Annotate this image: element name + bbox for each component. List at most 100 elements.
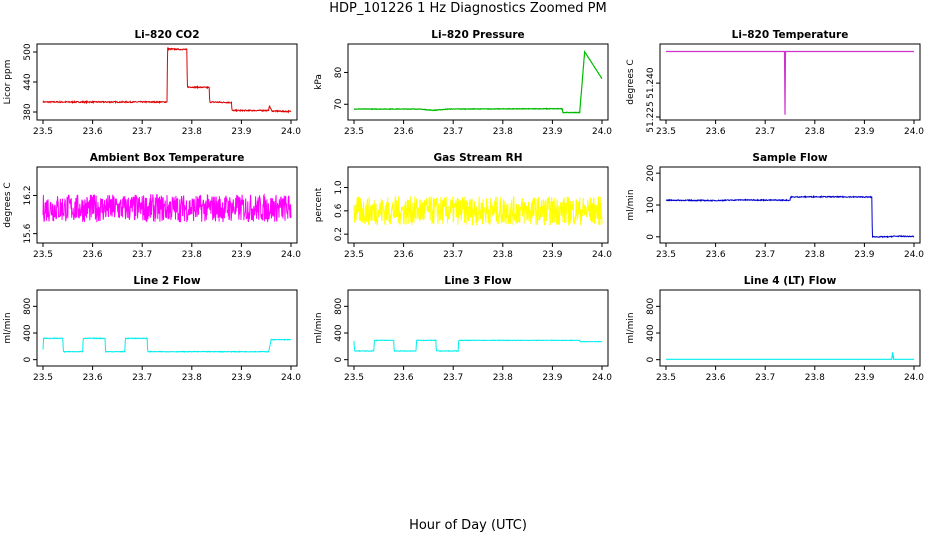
x-tick-label: 23.5 [33, 127, 53, 137]
x-tick-label: 23.8 [182, 250, 202, 260]
x-tick-label: 23.9 [854, 373, 874, 383]
x-tick-label: 23.9 [542, 127, 562, 137]
panel-title: Line 2 Flow [133, 275, 200, 287]
y-axis-label: ml/min [626, 312, 636, 343]
x-tick-label: 23.8 [805, 373, 825, 383]
chart-panel: Li–820 Pressure 23.5 23.6 23.7 23.8 23.9 24.0 7… [314, 29, 612, 137]
x-tick-label: 23.8 [493, 373, 513, 383]
x-tick-label: 23.7 [443, 373, 463, 383]
x-tick-label: 24.0 [904, 250, 924, 260]
panel-title: Li–820 CO2 [134, 29, 199, 41]
series-line [666, 50, 914, 115]
series-line [42, 46, 292, 114]
x-tick-label: 24.0 [592, 373, 612, 383]
y-tick-label: 1.0 [334, 180, 344, 195]
plot-frame [659, 289, 921, 367]
panel-title: Sample Flow [752, 152, 827, 164]
chart-panel: Line 4 (LT) Flow 23.5 23.6 23.7 23.8 23.9 24.0… [626, 275, 924, 383]
chart-panel: Li–820 Temperature 23.5 23.6 23.7 23.8 23.9 24… [626, 29, 924, 137]
plot-frame [36, 289, 298, 367]
plot-frame [659, 166, 921, 244]
x-tick-label: 23.9 [231, 250, 251, 260]
x-tick-label: 23.5 [33, 250, 53, 260]
x-tick-label: 23.5 [656, 250, 676, 260]
x-tick-label: 23.5 [33, 373, 53, 383]
x-tick-label: 23.9 [854, 127, 874, 137]
x-tick-label: 23.7 [132, 127, 152, 137]
x-tick-label: 23.9 [542, 250, 562, 260]
x-tick-label: 23.7 [755, 373, 775, 383]
figure-xlabel: Hour of Day (UTC) [409, 518, 527, 533]
y-tick-label: 0.2 [334, 227, 344, 241]
y-tick-label: 70 [334, 98, 344, 110]
x-tick-label: 23.8 [805, 127, 825, 137]
y-tick-label: 0 [334, 357, 344, 363]
panel-title: Line 4 (LT) Flow [744, 275, 837, 287]
panel-title: Gas Stream RH [433, 152, 522, 164]
plot-frame [347, 43, 609, 121]
y-axis-label: ml/min [314, 312, 324, 343]
y-tick-label: 800 [23, 297, 33, 314]
plot-frame [36, 166, 298, 244]
y-axis-label: degrees C [626, 59, 636, 104]
x-tick-label: 23.9 [854, 250, 874, 260]
y-tick-label: 0.6 [334, 203, 344, 218]
figure-title: HDP_101226 1 Hz Diagnostics Zoomed PM [329, 1, 607, 16]
y-tick-label: 400 [334, 324, 344, 341]
y-tick-label: 400 [23, 324, 33, 341]
x-tick-label: 24.0 [592, 250, 612, 260]
y-axis-label: percent [314, 187, 324, 222]
x-tick-label: 24.0 [281, 373, 301, 383]
y-axis-label: kPa [314, 74, 324, 90]
x-tick-label: 23.5 [344, 250, 364, 260]
y-tick-label: 15.6 [23, 223, 33, 243]
x-tick-label: 24.0 [281, 250, 301, 260]
y-tick-label: 0 [646, 234, 656, 240]
x-tick-label: 23.7 [755, 127, 775, 137]
chart-panel: Ambient Box Temperature 23.5 23.6 23.7 23.8 2… [3, 152, 301, 260]
x-tick-label: 23.6 [83, 373, 103, 383]
x-tick-label: 23.6 [706, 250, 726, 260]
plot-frame [347, 166, 609, 244]
x-tick-label: 24.0 [904, 127, 924, 137]
panel-title: Li–820 Pressure [431, 29, 524, 41]
y-tick-label: 800 [646, 297, 656, 314]
series-line [42, 193, 292, 223]
chart-panel: Line 2 Flow 23.5 23.6 23.7 23.8 23.9 24.0 0 400 8… [3, 275, 301, 383]
x-tick-label: 23.7 [755, 250, 775, 260]
x-tick-label: 23.6 [394, 127, 414, 137]
y-tick-label: 0 [23, 357, 33, 363]
y-tick-label: 200 [646, 164, 656, 181]
plot-frame [659, 43, 921, 121]
chart-panel: Gas Stream RH 23.5 23.6 23.7 23.8 23.9 24.0 0.2… [314, 152, 612, 260]
series-line [42, 337, 292, 354]
y-tick-label: 380 [23, 103, 33, 120]
panel-title: Line 3 Flow [444, 275, 511, 287]
y-axis-label: ml/min [626, 189, 636, 220]
x-tick-label: 23.7 [132, 250, 152, 260]
x-tick-label: 23.5 [656, 127, 676, 137]
x-tick-label: 23.5 [344, 373, 364, 383]
x-tick-label: 23.5 [656, 373, 676, 383]
y-tick-label: 400 [646, 324, 656, 341]
x-tick-label: 23.6 [83, 127, 103, 137]
x-tick-label: 23.8 [493, 250, 513, 260]
y-tick-label: 500 [23, 43, 33, 60]
x-tick-label: 23.8 [182, 373, 202, 383]
y-axis-label: Licor ppm [3, 60, 13, 105]
x-tick-label: 23.7 [443, 250, 463, 260]
y-tick-label: 16.2 [23, 185, 33, 205]
y-tick-label: 100 [646, 196, 656, 213]
y-tick-label: 51.225 [646, 101, 656, 133]
chart-panel: Line 3 Flow 23.5 23.6 23.7 23.8 23.9 24.0 0 400 8… [314, 275, 612, 383]
x-tick-label: 23.7 [443, 127, 463, 137]
x-tick-label: 23.6 [394, 373, 414, 383]
series-line [665, 194, 915, 239]
x-tick-label: 24.0 [281, 127, 301, 137]
series-line [353, 339, 603, 353]
panel-title: Ambient Box Temperature [90, 152, 245, 164]
chart-panel: Sample Flow 23.5 23.6 23.7 23.8 23.9 24.0 0 100 2… [626, 152, 924, 260]
series-line [666, 352, 914, 360]
y-tick-label: 800 [334, 297, 344, 314]
